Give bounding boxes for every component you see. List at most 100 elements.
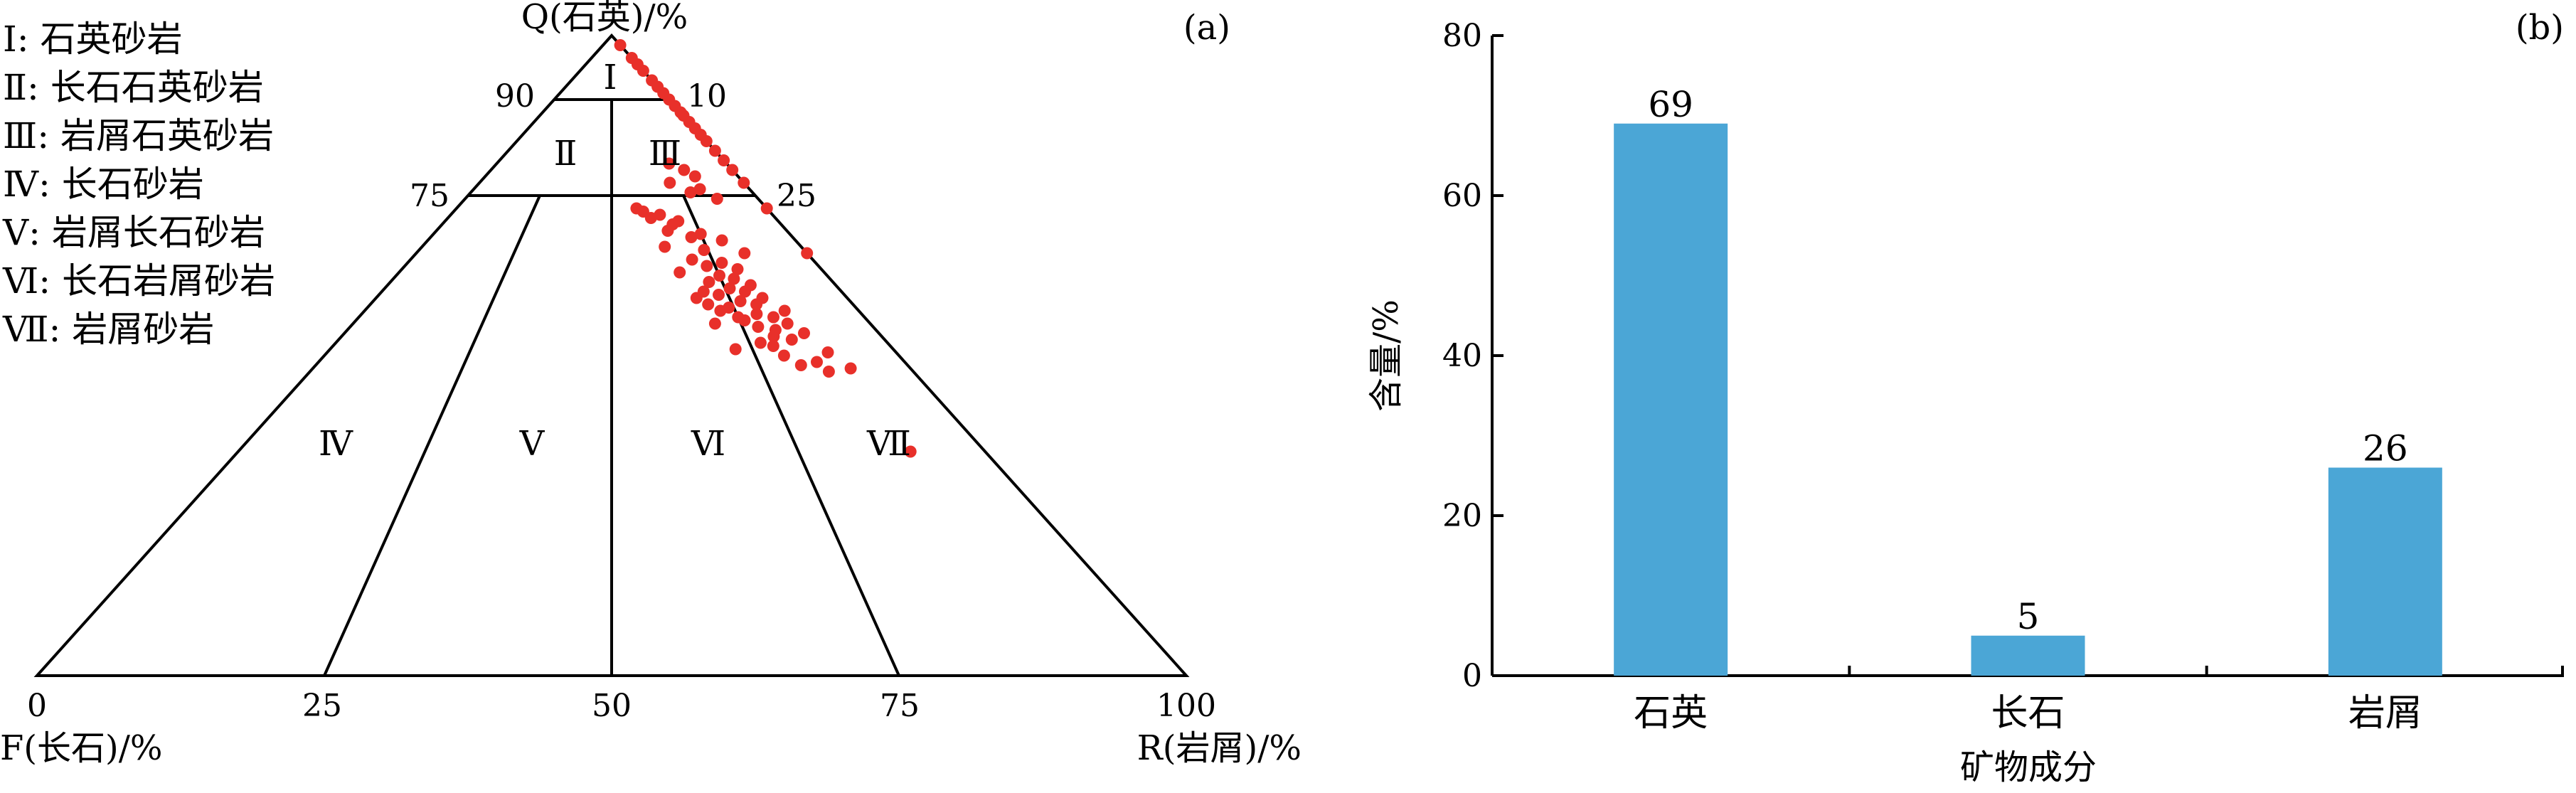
sample-point-25 xyxy=(693,183,706,196)
sample-point-14 xyxy=(700,135,713,147)
zone-legend: Ⅰ: 石英砂岩 Ⅱ: 长石石英砂岩 Ⅲ: 岩屑石英砂岩 Ⅳ: 长石砂岩 Ⅴ: 岩… xyxy=(2,18,275,350)
sample-point-20 xyxy=(801,247,814,260)
sample-point-41 xyxy=(686,253,698,266)
sample-point-76 xyxy=(702,298,715,311)
zone-label-7: Ⅶ xyxy=(866,424,911,464)
category-label-1: 长石 xyxy=(1991,692,2065,735)
zone-label-4: Ⅳ xyxy=(319,424,353,464)
sample-point-17 xyxy=(726,164,739,176)
base-tick-0: 0 xyxy=(27,688,47,724)
sample-point-27 xyxy=(710,193,723,205)
sample-point-71 xyxy=(777,349,790,362)
apex-label: Q(石英)/% xyxy=(521,0,688,37)
sample-point-70 xyxy=(821,346,834,358)
sample-point-0 xyxy=(614,39,627,51)
fr25-divider xyxy=(323,195,541,676)
y-tick-label-0: 0 xyxy=(1462,658,1482,694)
y-tick-label-40: 40 xyxy=(1442,338,1482,374)
base-tick-75: 75 xyxy=(880,688,920,724)
y-tick-label-80: 80 xyxy=(1442,18,1482,54)
sample-point-34 xyxy=(661,225,674,237)
sample-point-69 xyxy=(729,343,742,356)
sample-point-78 xyxy=(732,311,745,324)
sample-point-74 xyxy=(844,362,857,375)
sample-point-45 xyxy=(674,266,686,279)
sample-point-39 xyxy=(698,244,710,256)
sample-point-73 xyxy=(794,359,807,371)
right-tick-25: 25 xyxy=(777,178,816,214)
sample-point-36 xyxy=(685,231,698,243)
sample-point-48 xyxy=(703,276,715,288)
sample-point-18 xyxy=(738,176,750,189)
bar-0 xyxy=(1614,123,1728,676)
bars xyxy=(1614,123,2442,676)
sample-point-77 xyxy=(714,304,727,317)
sample-point-21 xyxy=(663,157,676,170)
legend-item-4: Ⅳ: 长石砂岩 xyxy=(3,164,204,205)
sample-point-35 xyxy=(694,228,707,240)
sample-point-55 xyxy=(750,298,763,311)
zone-label-6: Ⅵ xyxy=(691,424,725,464)
ternary-panel: Ⅰ: 石英砂岩 Ⅱ: 长石石英砂岩 Ⅲ: 岩屑石英砂岩 Ⅳ: 长石砂岩 Ⅴ: 岩… xyxy=(0,0,1302,768)
bar-x-axis-title: 矿物成分 xyxy=(1960,747,2097,787)
legend-item-3: Ⅲ: 岩屑石英砂岩 xyxy=(3,115,274,156)
y-tick-label-20: 20 xyxy=(1442,498,1482,534)
left-corner-label: F(长石)/% xyxy=(0,728,163,768)
category-label-2: 岩屑 xyxy=(2348,692,2422,735)
sample-point-79 xyxy=(708,317,721,330)
right-tick-10: 10 xyxy=(687,78,727,115)
bar-1 xyxy=(1971,635,2085,676)
sample-point-64 xyxy=(798,327,810,339)
sample-points xyxy=(614,39,917,458)
zone-label-1: Ⅰ xyxy=(604,58,617,97)
legend-item-1: Ⅰ: 石英砂岩 xyxy=(3,18,183,60)
bar-value-label-1: 5 xyxy=(2017,596,2040,637)
sample-point-15 xyxy=(708,144,721,157)
zone-label-2: Ⅱ xyxy=(554,134,578,174)
sample-point-59 xyxy=(767,311,779,324)
bar-panel: 0 20 40 60 80 69 5 26 石英 长石 岩屑 矿物成分 含量/% (b) xyxy=(1366,8,2564,787)
left-tick-75: 75 xyxy=(410,178,449,214)
sample-point-44 xyxy=(731,263,744,275)
sample-point-37 xyxy=(715,234,728,247)
sample-point-24 xyxy=(664,176,676,189)
sample-point-19 xyxy=(760,202,773,215)
sample-point-47 xyxy=(728,272,740,285)
bar-value-labels: 69 5 26 xyxy=(1648,84,2407,637)
legend-item-7: Ⅶ: 岩屑砂岩 xyxy=(2,309,214,350)
bar-category-labels: 石英 长石 岩屑 xyxy=(1634,692,2422,735)
sample-point-3 xyxy=(637,65,649,77)
sample-point-40 xyxy=(738,247,751,260)
sample-point-66 xyxy=(785,334,798,346)
bar-y-ticks: 0 20 40 60 80 xyxy=(1442,18,2564,694)
panel-tag-a: (a) xyxy=(1183,8,1230,48)
sample-point-58 xyxy=(750,308,763,320)
sample-point-75 xyxy=(822,366,835,378)
sample-point-43 xyxy=(701,260,713,272)
y-tick-label-60: 60 xyxy=(1442,178,1482,214)
sample-point-52 xyxy=(713,289,725,301)
zone-label-5: Ⅴ xyxy=(519,424,545,464)
sample-point-46 xyxy=(713,270,725,282)
sample-point-62 xyxy=(752,321,765,333)
legend-item-2: Ⅱ: 长石石英砂岩 xyxy=(3,67,264,108)
legend-item-5: Ⅴ: 岩屑长石砂岩 xyxy=(2,212,265,253)
sample-point-22 xyxy=(678,164,691,176)
category-label-0: 石英 xyxy=(1634,692,1708,735)
sample-point-65 xyxy=(767,330,780,343)
sample-point-81 xyxy=(697,285,710,298)
sample-point-16 xyxy=(718,154,730,166)
legend-item-6: Ⅵ: 长石岩屑砂岩 xyxy=(2,260,275,302)
right-corner-label: R(岩屑)/% xyxy=(1137,728,1302,768)
sample-point-68 xyxy=(767,340,779,352)
sample-point-82 xyxy=(904,445,917,458)
sample-point-31 xyxy=(644,212,657,224)
sample-point-54 xyxy=(734,295,747,307)
sample-point-38 xyxy=(659,240,671,253)
sample-point-51 xyxy=(739,285,751,298)
sample-point-42 xyxy=(715,257,728,269)
sample-point-23 xyxy=(688,170,701,183)
left-tick-90: 90 xyxy=(495,78,535,115)
sample-point-50 xyxy=(723,282,736,294)
sample-point-57 xyxy=(778,304,791,317)
